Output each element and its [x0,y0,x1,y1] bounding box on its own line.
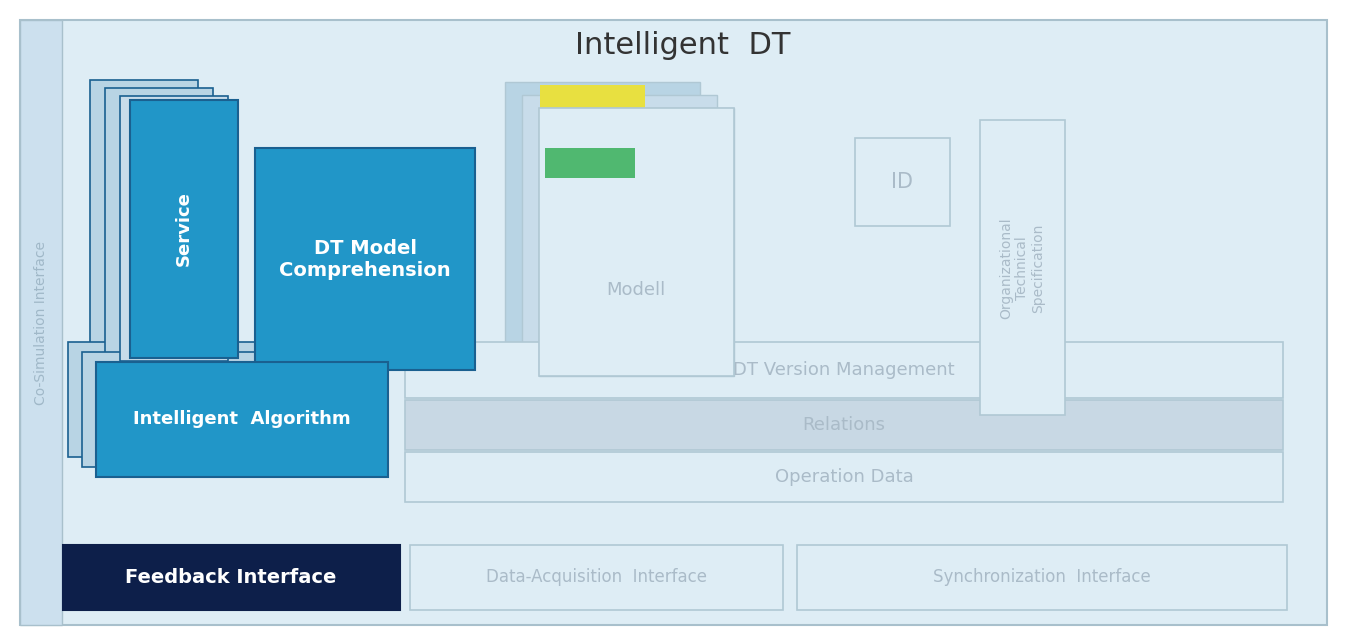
Text: Co-Simulation Interface: Co-Simulation Interface [34,241,48,405]
Bar [82,352,374,467]
Text: DT Model
Comprehension: DT Model Comprehension [279,238,451,279]
Bar [20,20,62,625]
Bar [90,80,198,345]
Bar [797,545,1286,610]
Text: DT Version Management: DT Version Management [733,361,955,379]
Bar [96,362,388,477]
Bar [546,148,634,178]
Bar [540,85,645,117]
Bar [405,400,1282,450]
Text: Feedback Interface: Feedback Interface [125,568,337,587]
Bar [255,148,475,370]
Text: Relations: Relations [803,416,885,434]
Bar [855,138,950,226]
Bar [67,342,360,457]
Text: Data-Acquisition  Interface: Data-Acquisition Interface [485,569,706,587]
Bar [409,545,783,610]
Text: Intelligent  DT: Intelligent DT [575,30,791,59]
Text: ID: ID [890,172,913,192]
Text: Synchronization  Interface: Synchronization Interface [933,569,1150,587]
Bar [131,100,238,358]
Bar [541,118,647,148]
Bar [120,96,228,361]
Bar [505,82,700,350]
Text: Service: Service [175,191,193,267]
Bar [539,108,734,376]
Bar [981,120,1065,415]
Text: Organizational
Technical
Specification: Organizational Technical Specification [998,217,1045,319]
Bar [523,95,717,363]
Bar [105,88,213,353]
Bar [405,342,1282,398]
Text: Intelligent  Algorithm: Intelligent Algorithm [133,410,350,428]
Bar [405,452,1282,502]
Bar [63,545,400,610]
Text: Modell: Modell [606,281,665,299]
Bar [539,108,734,376]
Bar [96,362,388,477]
Text: Operation Data: Operation Data [775,468,913,486]
